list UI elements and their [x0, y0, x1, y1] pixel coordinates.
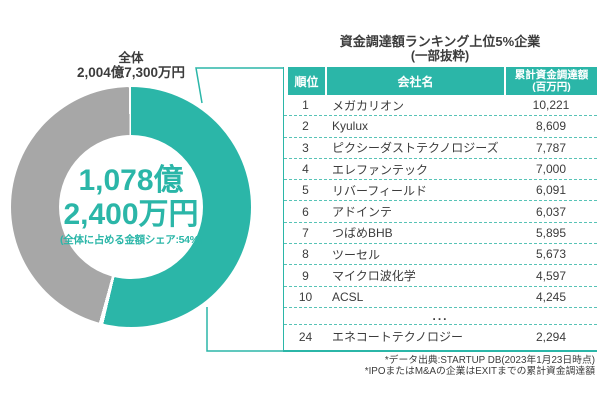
- cell-amount: 7,787: [535, 140, 567, 155]
- cell-rank: 1: [302, 98, 309, 113]
- overall-total-label: 全体 2,004億7,300万円: [11, 51, 251, 80]
- donut-hole: [59, 135, 203, 279]
- header-amount-line2: (百万円): [532, 81, 571, 93]
- header-cell-amount: 累計資金調達額 (百万円): [506, 67, 597, 95]
- cell-amount: 10,221: [532, 98, 570, 113]
- cell-rank: 2: [302, 119, 309, 134]
- cell-company: マイクロ波化学: [332, 269, 416, 284]
- header-amount-line1: 累計資金調達額: [514, 69, 589, 81]
- cell-rank: 9: [302, 268, 309, 283]
- cell-amount: 6,037: [535, 204, 567, 219]
- footnote-line-1: *データ出典:STARTUP DB(2023年1月23日時点): [384, 355, 595, 366]
- cell-rank: 10: [298, 289, 313, 304]
- cell-amount: 5,895: [535, 225, 567, 240]
- cell-company: ツーセル: [332, 247, 381, 262]
- cell-company: エレファンテック: [332, 162, 429, 177]
- overall-value: 2,004億7,300万円: [76, 65, 186, 80]
- table-row: 9 マイクロ波化学 4,597: [284, 265, 597, 287]
- cell-rank: 24: [298, 329, 313, 344]
- cell-rank: 3: [302, 140, 309, 155]
- cell-company: メガカリオン: [332, 98, 405, 113]
- overall-label: 全体: [118, 51, 144, 65]
- table-row: 5 リバーフィールド 6,091: [284, 180, 597, 202]
- footnotes: *データ出典:STARTUP DB(2023年1月23日時点) *IPOまたはM…: [283, 355, 595, 378]
- table-title-block: 資金調達額ランキング上位5%企業 (一部抜粋): [283, 34, 597, 63]
- table-row: 3 ピクシーダストテクノロジーズ 7,787: [284, 138, 597, 159]
- cell-amount: 4,597: [535, 268, 567, 283]
- table-row: 7 つばめBHB 5,895: [284, 223, 597, 245]
- cell-company: ACSL: [332, 289, 364, 304]
- cell-company: ピクシーダストテクノロジーズ: [332, 141, 499, 156]
- ellipsis-row: ...: [284, 308, 597, 325]
- donut-center-text: 1,078億 2,400万円 (全体に占める金額シェア:54%): [11, 164, 251, 247]
- cell-rank: 4: [302, 162, 309, 177]
- donut-chart: [11, 87, 251, 327]
- center-share-note: (全体に占める金額シェア:54%): [60, 234, 202, 246]
- table-row: 6 アドインテ 6,037: [284, 201, 597, 223]
- header-cell-rank: 順位: [288, 67, 325, 95]
- cell-amount: 4,245: [535, 289, 567, 304]
- cell-amount: 6,091: [535, 183, 567, 198]
- cell-rank: 6: [302, 204, 309, 219]
- ranking-table: 順位 会社名 累計資金調達額 (百万円) 1 メガカリオン 10,221 2 K…: [283, 67, 597, 352]
- cell-amount: 5,673: [535, 247, 567, 262]
- table-row: 2 Kyulux 8,609: [284, 116, 597, 138]
- cell-company: Kyulux: [332, 119, 369, 134]
- header-cell-company: 会社名: [327, 67, 504, 95]
- table-title: 資金調達額ランキング上位5%企業: [339, 34, 541, 49]
- cell-rank: 8: [302, 247, 309, 262]
- table-row: 1 メガカリオン 10,221: [284, 95, 597, 117]
- callout-line-bottom: [206, 307, 285, 352]
- cell-company: アドインテ: [332, 205, 393, 220]
- cell-amount: 7,000: [535, 162, 567, 177]
- table-rows: 1 メガカリオン 10,221 2 Kyulux 8,609 3 ピクシーダスト…: [284, 95, 597, 308]
- table-subtitle: (一部抜粋): [410, 49, 470, 63]
- cell-rank: 5: [302, 183, 309, 198]
- table-row: 10 ACSL 4,245: [284, 287, 597, 308]
- cell-company: つばめBHB: [332, 226, 393, 241]
- center-value-line2: 2,400万円: [63, 198, 199, 231]
- footnote-line-2: *IPOまたはM&Aの企業はEXITまでの累計資金調達額: [364, 365, 595, 377]
- table-row: 8 ツーセル 5,673: [284, 244, 597, 266]
- table-row: 4 エレファンテック 7,000: [284, 159, 597, 181]
- table-row-last: 24 エネコートテクノロジー 2,294: [284, 325, 597, 349]
- cell-amount: 2,294: [535, 329, 567, 344]
- cell-company: リバーフィールド: [332, 183, 428, 198]
- cell-company: エネコートテクノロジー: [332, 330, 464, 345]
- center-value-line1: 1,078億: [78, 164, 184, 197]
- cell-rank: 7: [302, 225, 309, 240]
- table-header: 順位 会社名 累計資金調達額 (百万円): [288, 67, 597, 95]
- cell-amount: 8,609: [535, 119, 567, 134]
